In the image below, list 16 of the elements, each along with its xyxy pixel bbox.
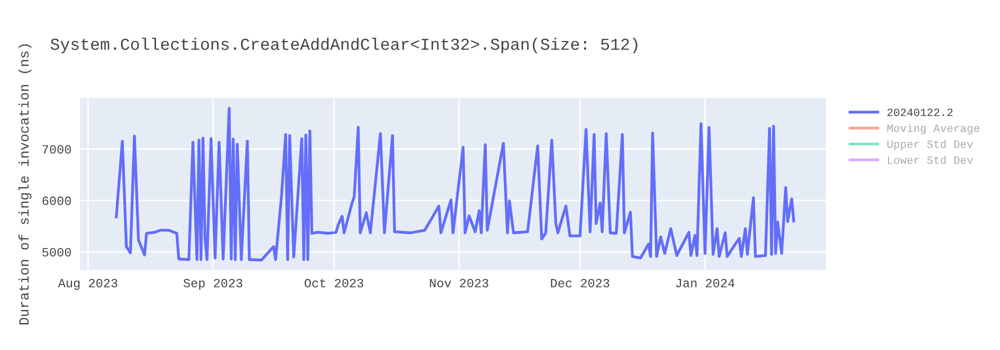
x-tick-label: Jan 2024 <box>676 278 734 288</box>
x-tick-label: Sep 2023 <box>184 278 242 290</box>
y-tick-label: 5000 <box>42 248 71 256</box>
line-series <box>114 106 796 262</box>
x-tick-label: Aug 2023 <box>58 278 118 290</box>
x-tick-label: Dec 2023 <box>551 278 610 288</box>
legend-label: Lower Std Dev <box>888 156 973 164</box>
y-axis-title: Duration of single invocation (ns) <box>18 44 32 324</box>
legend-label: Moving Average <box>887 124 980 134</box>
legend-label: Upper Std Dev <box>887 140 973 150</box>
legend-label: 20240122.2 <box>887 108 953 116</box>
y-tick-label: 6000 <box>42 196 71 206</box>
x-tick-label: Nov 2023 <box>430 278 488 288</box>
chart-title: System.Collections.CreateAddAndClear<Int32>.Span(Size: 512) <box>50 38 638 54</box>
x-tick-label: Oct 2023 <box>304 278 364 288</box>
y-tick-label: 7000 <box>42 145 71 154</box>
